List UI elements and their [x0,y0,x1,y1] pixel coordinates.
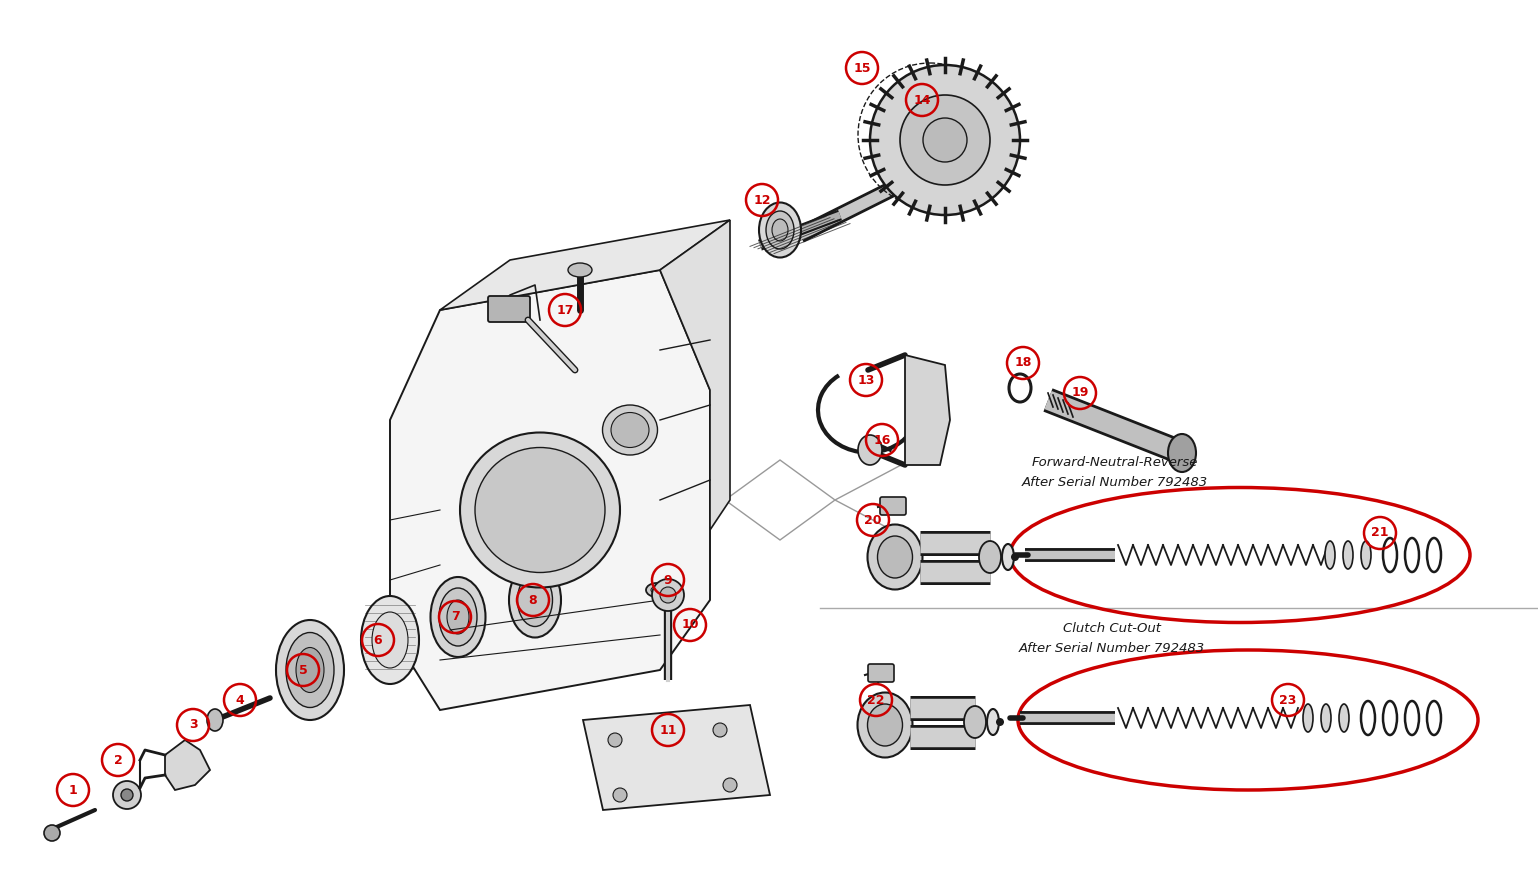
Circle shape [652,579,684,611]
Ellipse shape [448,600,469,634]
Circle shape [1010,553,1020,561]
Text: 13: 13 [857,374,875,386]
Text: 7: 7 [451,610,460,624]
Circle shape [871,65,1020,215]
Ellipse shape [858,692,912,757]
Circle shape [923,118,967,162]
Polygon shape [165,740,211,790]
Ellipse shape [646,583,667,597]
Text: 1: 1 [69,783,77,797]
Ellipse shape [475,448,604,573]
Ellipse shape [766,211,794,249]
Text: Forward-Neutral-Reverse: Forward-Neutral-Reverse [1032,456,1198,468]
Text: 16: 16 [874,434,891,447]
Ellipse shape [517,574,552,626]
Ellipse shape [1001,544,1014,570]
Polygon shape [660,220,731,530]
Ellipse shape [987,709,1000,735]
Text: 17: 17 [557,303,574,317]
Ellipse shape [431,577,486,657]
Ellipse shape [867,704,903,746]
Ellipse shape [758,202,801,258]
Circle shape [608,733,621,747]
Ellipse shape [878,536,912,578]
Text: 19: 19 [1072,386,1089,400]
Circle shape [122,789,132,801]
Text: 5: 5 [298,664,308,676]
Text: 2: 2 [114,754,123,766]
Circle shape [900,95,990,185]
Ellipse shape [1343,541,1353,569]
Polygon shape [391,270,711,710]
Ellipse shape [460,433,620,588]
Text: After Serial Number 792483: After Serial Number 792483 [1020,641,1206,655]
Circle shape [997,718,1004,726]
Ellipse shape [772,219,787,241]
Text: 22: 22 [867,693,884,706]
Ellipse shape [603,405,658,455]
Ellipse shape [361,596,418,684]
Ellipse shape [295,648,325,692]
Circle shape [660,587,677,603]
FancyBboxPatch shape [488,296,531,322]
Ellipse shape [980,541,1001,573]
Text: 12: 12 [754,194,771,207]
Circle shape [714,723,727,737]
Polygon shape [440,220,731,310]
Circle shape [723,778,737,792]
Text: 18: 18 [1015,357,1032,369]
Ellipse shape [286,632,334,707]
Ellipse shape [1326,541,1335,569]
Text: 23: 23 [1280,693,1297,706]
Polygon shape [583,705,771,810]
Text: 14: 14 [914,94,930,106]
Text: 6: 6 [374,633,383,647]
Ellipse shape [1167,434,1197,472]
Ellipse shape [1321,704,1330,732]
Ellipse shape [208,709,223,731]
Ellipse shape [1303,704,1313,732]
Text: 11: 11 [660,723,677,737]
Ellipse shape [509,563,561,638]
Ellipse shape [372,612,408,668]
Polygon shape [904,355,950,465]
Ellipse shape [964,706,986,738]
Text: 4: 4 [235,693,245,706]
Text: Clutch Cut-Out: Clutch Cut-Out [1063,622,1161,634]
Ellipse shape [275,620,345,720]
Text: 15: 15 [854,62,871,75]
Ellipse shape [858,435,881,465]
Text: 10: 10 [681,618,698,632]
Circle shape [45,825,60,841]
Ellipse shape [867,524,923,590]
FancyBboxPatch shape [867,664,894,682]
Ellipse shape [1361,541,1370,569]
Text: After Serial Number 792483: After Serial Number 792483 [1021,476,1207,490]
Text: 20: 20 [864,514,881,526]
Text: 3: 3 [189,718,197,731]
Text: 21: 21 [1372,526,1389,540]
Ellipse shape [611,412,649,448]
Text: 8: 8 [529,593,537,607]
Circle shape [614,788,628,802]
Ellipse shape [1340,704,1349,732]
Ellipse shape [651,587,663,593]
Ellipse shape [568,263,592,277]
Circle shape [112,781,141,809]
Ellipse shape [438,588,477,646]
Text: 9: 9 [664,574,672,587]
FancyBboxPatch shape [880,497,906,515]
